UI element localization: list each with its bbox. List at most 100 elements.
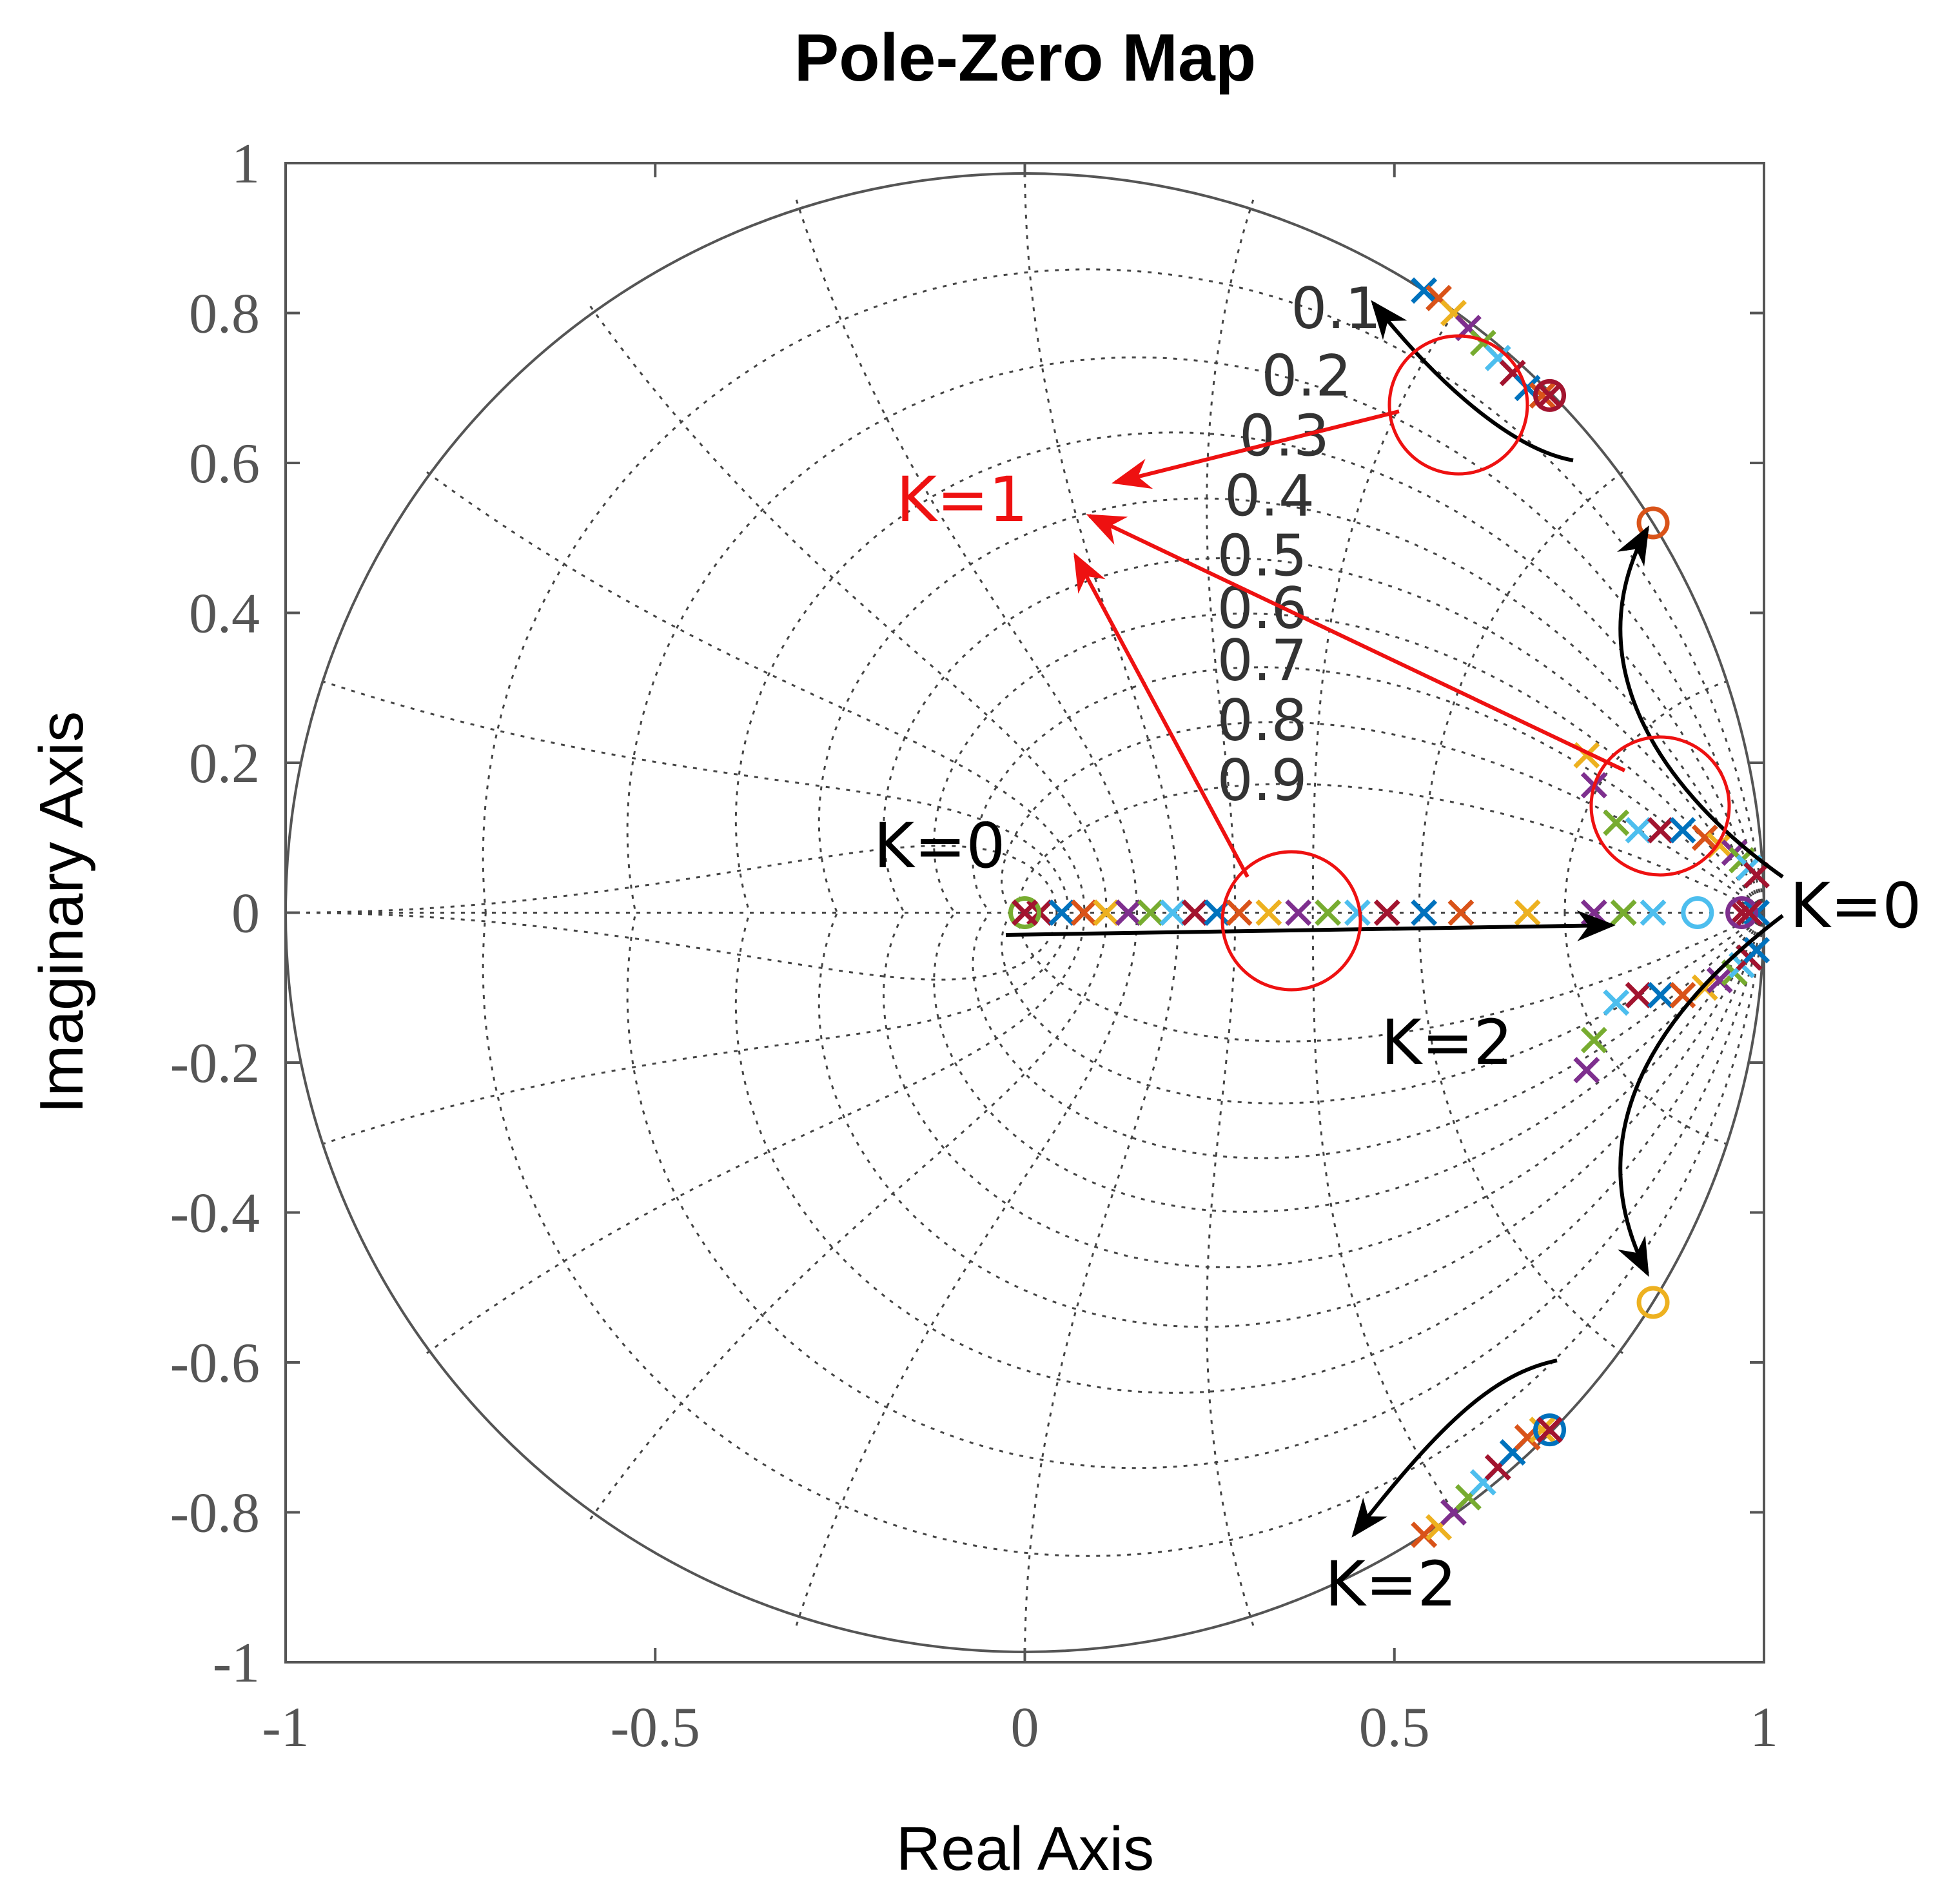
- wn-line-upper-2: [1418, 471, 1623, 913]
- zero-marker: [1681, 896, 1714, 929]
- arrow-red-middle: [1086, 514, 1626, 772]
- zeta-line-upper-1: [482, 268, 1764, 913]
- highlight-circle-middle: [1589, 735, 1731, 877]
- zeta-line-upper-5: [883, 556, 1764, 914]
- y-tick-label: -0.2: [170, 1032, 260, 1095]
- pole-marker: [1647, 981, 1674, 1008]
- zeta-line-upper-8: [1001, 721, 1764, 914]
- highlight-circle-upper: [1387, 334, 1529, 476]
- zeta-line-lower-8: [1001, 912, 1764, 1105]
- pole-marker: [1529, 1417, 1556, 1444]
- k0-right-label: K=0: [1790, 870, 1921, 942]
- wn-line-lower-10: [286, 912, 1058, 981]
- pole-marker: [1529, 382, 1556, 409]
- x-tick-label: 0: [1011, 1696, 1039, 1759]
- pole-marker: [1315, 899, 1342, 926]
- wn-line-upper-9: [321, 680, 1070, 913]
- zero-marker: [1533, 1413, 1567, 1447]
- x-tick-label: 1: [1750, 1696, 1778, 1759]
- pole-marker: [1625, 817, 1652, 844]
- y-axis-label: Imaginary Axis: [27, 711, 96, 1114]
- pole-marker: [1706, 967, 1733, 994]
- pole-marker: [1536, 1417, 1563, 1444]
- pole-zero-markers: [1008, 277, 1770, 1548]
- wn-line-lower-2: [1418, 912, 1623, 1354]
- pole-marker: [1536, 382, 1563, 409]
- wn-line-lower-7: [589, 912, 1108, 1520]
- pole-marker: [1573, 1057, 1600, 1084]
- wn-line-lower-6: [795, 912, 1139, 1626]
- zero-marker: [1636, 1286, 1670, 1319]
- zero-marker: [1533, 378, 1567, 412]
- arrow-real-axis: [1005, 910, 1616, 941]
- k2-bottom-label: K=2: [1325, 1548, 1456, 1620]
- x-tick-label: -0.5: [611, 1696, 700, 1759]
- pole-marker: [1447, 899, 1475, 926]
- pole-marker: [1255, 899, 1282, 926]
- k0-left-label: K=0: [874, 810, 1005, 882]
- x-axis-ticks: -1 -0.5 0 0.5 1: [262, 163, 1778, 1759]
- k1-label: K=1: [896, 464, 1028, 536]
- zeta-line-upper-6: [933, 613, 1764, 914]
- pole-marker: [1610, 899, 1637, 926]
- zeta-line-lower-3: [734, 912, 1764, 1394]
- highlight-circle-lower: [1220, 850, 1362, 992]
- pole-marker: [1603, 989, 1630, 1016]
- pole-marker: [1226, 899, 1253, 926]
- arrow-lower-branch: [1618, 914, 1784, 1277]
- pole-marker: [1012, 899, 1038, 926]
- y-tick-label: -0.8: [170, 1482, 260, 1545]
- y-axis-ticks: 1 0.8 0.6 0.4 0.2 0 -0.2 -0.4 -0.6 -0.8 -1: [170, 133, 1764, 1694]
- y-tick-label: 0.2: [189, 732, 260, 795]
- gain-annotations: K=0 K=0 K=1 K=2 K=2: [874, 464, 1921, 1620]
- x-axis-label: Real Axis: [896, 1814, 1154, 1883]
- pole-marker: [1647, 817, 1674, 844]
- arrow-upper-branch: [1617, 525, 1784, 879]
- zero-marker: [1636, 506, 1670, 540]
- pole-marker: [1411, 1521, 1438, 1548]
- pole-marker: [1373, 899, 1400, 926]
- zeta-label: 0.1: [1291, 275, 1381, 342]
- pole-marker: [1625, 981, 1652, 1008]
- zeta-label: 0.5: [1217, 522, 1308, 589]
- pole-marker: [1743, 861, 1770, 889]
- pole-marker: [1048, 899, 1075, 926]
- pole-marker: [1640, 899, 1667, 926]
- pole-marker: [1691, 824, 1718, 851]
- wn-line-lower-8: [426, 912, 1086, 1355]
- y-tick-label: 0.6: [189, 433, 260, 495]
- zeta-line-lower-2: [626, 912, 1764, 1469]
- pole-marker: [1736, 899, 1763, 926]
- wn-line-lower-3: [1311, 912, 1460, 1520]
- wn-line-upper-3: [1311, 306, 1460, 913]
- zeta-label: 0.2: [1261, 342, 1351, 409]
- wn-line-lower-9: [321, 912, 1070, 1146]
- pole-marker: [1093, 899, 1120, 926]
- zeta-label: 0.9: [1217, 747, 1308, 814]
- arrow-lower-complex: [1351, 1359, 1558, 1538]
- zeta-label: 0.3: [1239, 402, 1329, 469]
- wn-line-upper-4: [1206, 199, 1255, 913]
- pole-marker: [1603, 809, 1630, 836]
- wn-line-lower-1: [1563, 912, 1729, 1146]
- zeta-line-lower-9: [1019, 912, 1764, 1043]
- zeta-line-upper-2: [626, 356, 1764, 913]
- zeta-label: 0.4: [1224, 462, 1315, 529]
- x-tick-label: 0.5: [1359, 1696, 1430, 1759]
- wn-line-upper-1: [1563, 680, 1729, 913]
- y-tick-label: 0: [231, 883, 260, 945]
- y-tick-label: -1: [213, 1632, 260, 1694]
- zeta-line-lower-5: [883, 912, 1764, 1269]
- pole-marker: [1669, 817, 1696, 844]
- wn-line-upper-7: [589, 306, 1108, 913]
- zeta-label: 0.6: [1217, 575, 1308, 642]
- wn-line-upper-8: [426, 471, 1086, 913]
- arrow-red-upper: [1112, 409, 1400, 489]
- zeta-line-lower-4: [818, 912, 1764, 1328]
- x-tick-label: -1: [262, 1696, 309, 1759]
- wn-line-lower-5: [1024, 912, 1180, 1662]
- pole-marker: [1411, 277, 1438, 304]
- pole-marker: [1115, 899, 1142, 926]
- chart-title: Pole-Zero Map: [794, 21, 1257, 95]
